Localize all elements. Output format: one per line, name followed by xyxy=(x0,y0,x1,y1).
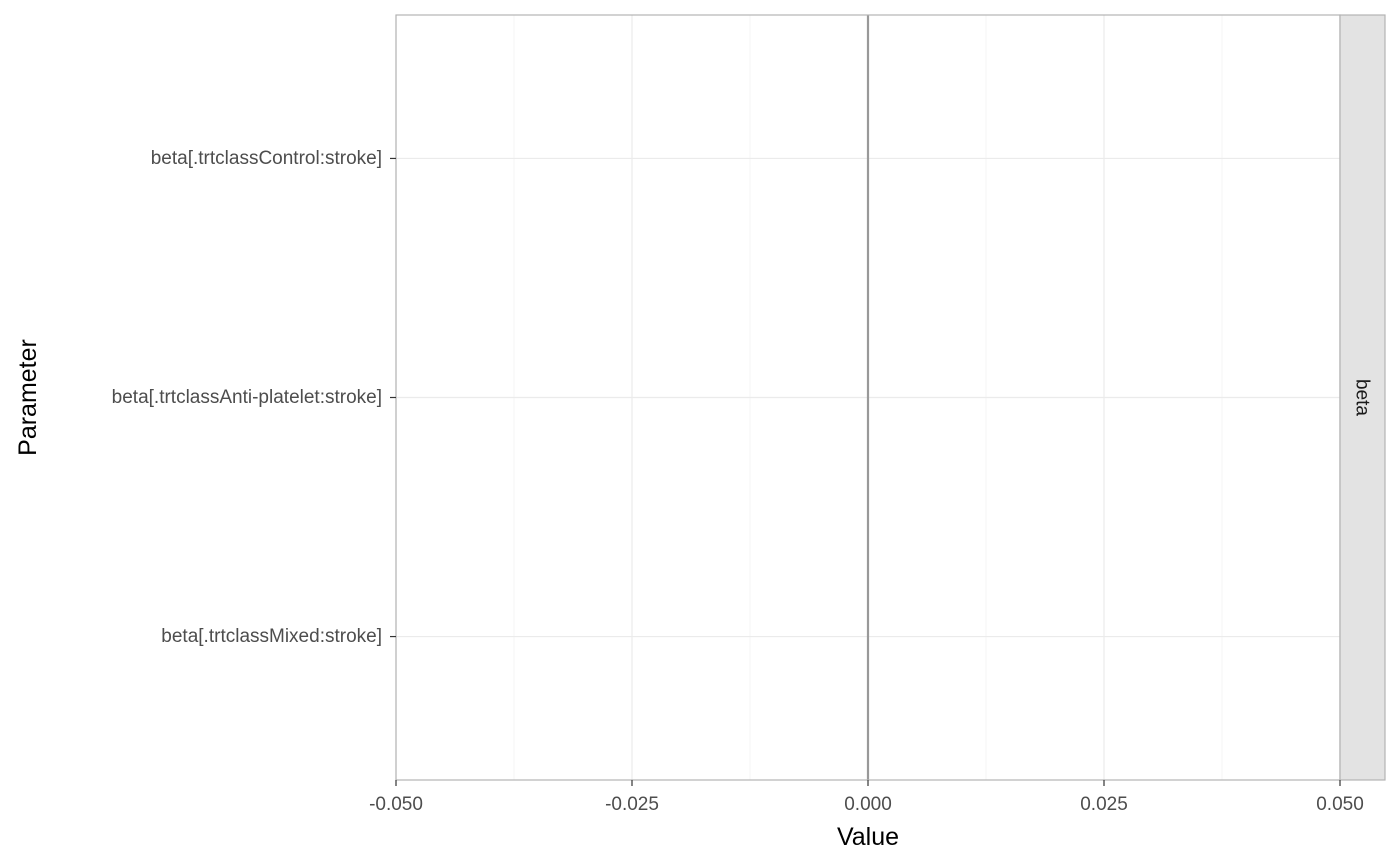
x-tick-label: -0.050 xyxy=(369,794,423,815)
x-axis: -0.050 -0.025 0.000 0.025 0.050 xyxy=(369,780,1364,815)
facet-strip-label: beta xyxy=(1352,379,1373,416)
y-tick-label: beta[.trtclassAnti-platelet:stroke] xyxy=(112,387,382,408)
y-axis-title: Parameter xyxy=(14,339,42,456)
x-tick-label: 0.000 xyxy=(844,794,892,815)
x-tick-label: -0.025 xyxy=(605,794,659,815)
y-tick-label: beta[.trtclassControl:stroke] xyxy=(151,148,382,169)
x-tick-label: 0.050 xyxy=(1316,794,1364,815)
facet-strip: beta xyxy=(1339,14,1386,781)
y-tick-label: beta[.trtclassMixed:stroke] xyxy=(161,626,382,647)
x-axis-title: Value xyxy=(837,823,899,851)
y-axis: beta[.trtclassControl:stroke] beta[.trtcl… xyxy=(112,148,396,647)
facet-strip-background xyxy=(1339,14,1386,781)
x-tick-label: 0.025 xyxy=(1080,794,1128,815)
